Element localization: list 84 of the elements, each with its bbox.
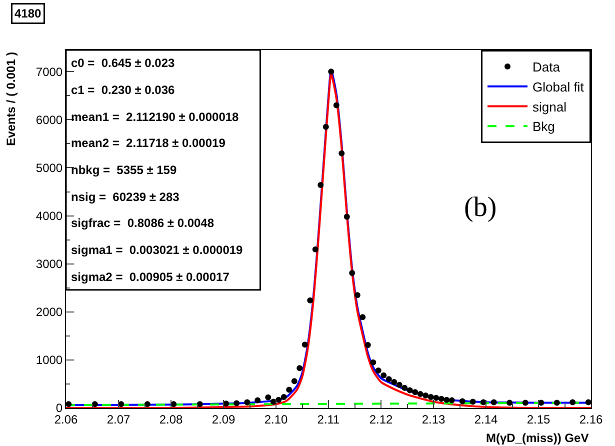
y-tick-label: 1000 [36, 353, 63, 368]
point [417, 391, 424, 398]
point [585, 399, 591, 406]
annotation: c1 = 0.230 ± 0.036 [71, 83, 175, 97]
point [448, 397, 455, 404]
point [391, 379, 398, 386]
point [338, 150, 345, 156]
legend-label: Bkg [532, 119, 555, 134]
point [291, 378, 298, 384]
x-tick-label: 2.11 [317, 412, 340, 426]
legend-label: Data [532, 60, 561, 75]
y-tick-label: 4000 [36, 208, 63, 223]
annotation: (b) [464, 192, 497, 223]
point [370, 359, 376, 366]
point [280, 394, 287, 400]
annotation: nsig = 60239 ± 283 [71, 190, 180, 204]
x-tick-label: 2.14 [474, 412, 498, 426]
point [234, 400, 240, 406]
point [402, 384, 408, 391]
point [433, 394, 440, 401]
point [406, 387, 413, 394]
annotation: sigma2 = 0.00905 ± 0.00017 [71, 270, 230, 284]
x-tick-label: 2.13 [422, 412, 446, 426]
point [364, 342, 371, 348]
y-tick-label: 5000 [36, 160, 63, 175]
y-tick-label: 2000 [36, 305, 63, 320]
x-tick-label: 2.07 [106, 412, 130, 426]
point [344, 214, 350, 220]
point [322, 124, 329, 130]
point [92, 401, 98, 408]
point [296, 365, 303, 372]
point [570, 399, 576, 406]
point [490, 399, 497, 406]
point [470, 398, 476, 405]
point [302, 342, 308, 348]
point [375, 368, 382, 374]
point [196, 401, 203, 408]
y-tick-label: 6000 [36, 112, 63, 127]
point [554, 400, 560, 406]
point [360, 314, 366, 320]
point [66, 401, 72, 408]
legend-label: signal [532, 99, 567, 114]
chart-title: 4180 [14, 6, 42, 20]
annotation: sigma1 = 0.003021 ± 0.000019 [71, 243, 244, 257]
point [422, 392, 429, 399]
annotation: nbkg = 5355 ± 159 [71, 163, 177, 177]
annotation: sigfrac = 0.8086 ± 0.0048 [71, 216, 214, 230]
y-tick-label: 7000 [36, 64, 63, 79]
point [244, 399, 250, 406]
x-tick-label: 2.08 [159, 412, 183, 426]
y-axis-title: Events / ( 0.001 ) [4, 52, 18, 146]
point [354, 292, 360, 298]
annotation: c0 = 0.645 ± 0.023 [71, 56, 175, 70]
point [428, 394, 434, 400]
point [318, 182, 324, 188]
x-tick-label: 2.10 [264, 412, 288, 426]
x-tick-label: 2.12 [369, 412, 393, 426]
point [254, 397, 261, 404]
point [286, 386, 292, 393]
annotation: mean2 = 2.11718 ± 0.00019 [71, 136, 226, 150]
point [438, 396, 444, 402]
x-tick-label: 2.09 [212, 412, 236, 426]
point [312, 246, 318, 252]
point [144, 401, 150, 408]
x-tick-label: 2.15 [526, 412, 550, 426]
point [333, 102, 340, 108]
legend-label: Global fit [532, 79, 584, 94]
point [386, 376, 392, 382]
annotation: mean1 = 2.112190 ± 0.000018 [71, 110, 240, 124]
point [307, 297, 314, 304]
point [265, 394, 272, 400]
point [328, 68, 334, 75]
x-axis-title: M(γD_(miss)) GeV [486, 431, 589, 445]
point [380, 372, 387, 378]
point [459, 398, 466, 404]
y-tick-label: 3000 [36, 257, 63, 272]
point [522, 400, 528, 406]
point [506, 400, 513, 406]
point [396, 382, 402, 388]
point [444, 396, 450, 403]
point [276, 396, 282, 403]
point [349, 270, 356, 276]
point [412, 389, 418, 396]
x-tick-label: 2.16 [579, 412, 603, 426]
